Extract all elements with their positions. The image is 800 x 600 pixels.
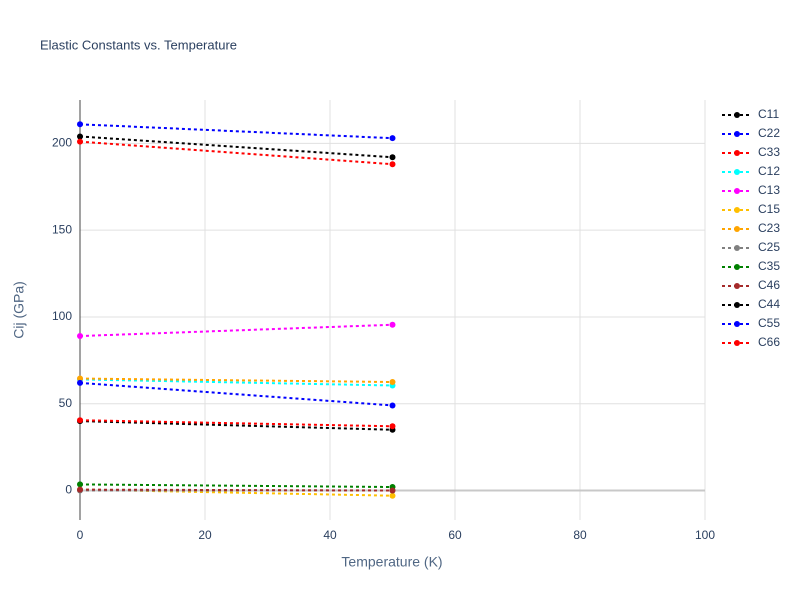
legend-marker xyxy=(734,150,740,156)
y-tick-label: 0 xyxy=(65,483,72,497)
x-tick-label: 100 xyxy=(695,528,715,542)
legend-marker xyxy=(734,169,740,175)
legend-label: C23 xyxy=(758,221,780,235)
legend-marker xyxy=(734,188,740,194)
series-line xyxy=(79,381,393,407)
data-point xyxy=(77,379,83,386)
data-point xyxy=(389,487,396,494)
legend-label: C12 xyxy=(758,164,780,178)
legend-label: C44 xyxy=(758,297,780,311)
series-line xyxy=(79,135,393,159)
legend-label: C13 xyxy=(758,183,780,197)
data-point xyxy=(389,135,396,142)
chart-title: Elastic Constants vs. Temperature xyxy=(40,37,237,52)
legend-marker xyxy=(734,264,740,270)
x-tick-label: 80 xyxy=(573,528,587,542)
legend-label: C66 xyxy=(758,335,780,349)
series-line xyxy=(79,378,393,387)
series-line xyxy=(79,483,393,489)
series-line xyxy=(79,377,393,384)
legend-marker xyxy=(734,226,740,232)
y-tick-label: 100 xyxy=(52,309,72,323)
legend-marker xyxy=(734,131,740,137)
data-point xyxy=(389,321,396,328)
x-tick-label: 0 xyxy=(77,528,84,542)
legend-marker xyxy=(734,245,740,251)
series-line xyxy=(79,140,393,166)
legend-marker xyxy=(734,321,740,327)
data-point xyxy=(389,402,396,409)
legend-marker xyxy=(734,207,740,213)
x-tick-label: 60 xyxy=(448,528,462,542)
data-point xyxy=(77,121,83,128)
series-line xyxy=(79,420,393,431)
legend-label: C15 xyxy=(758,202,780,216)
legend-label: C35 xyxy=(758,259,780,273)
legend-label: C25 xyxy=(758,240,780,254)
x-axis-title: Temperature (K) xyxy=(341,554,442,570)
y-tick-label: 200 xyxy=(52,136,72,150)
data-point xyxy=(389,423,396,430)
legend-label: C33 xyxy=(758,145,780,159)
data-point xyxy=(77,133,83,140)
data-point xyxy=(389,154,396,161)
series-line xyxy=(79,488,393,492)
series-line xyxy=(79,323,393,338)
series-line xyxy=(79,419,393,428)
data-point xyxy=(389,492,396,499)
data-point xyxy=(77,375,83,382)
legend-label: C55 xyxy=(758,316,780,330)
legend-marker xyxy=(734,340,740,346)
series-line xyxy=(79,488,393,497)
data-point xyxy=(77,333,83,340)
x-tick-label: 20 xyxy=(198,528,212,542)
legend-marker xyxy=(734,283,740,289)
legend-label: C11 xyxy=(758,107,779,121)
legend-marker xyxy=(734,112,740,118)
legend-label: C22 xyxy=(758,126,780,140)
data-point xyxy=(77,417,83,424)
data-point xyxy=(77,481,83,488)
legend-label: C46 xyxy=(758,278,780,292)
legend-marker xyxy=(734,302,740,308)
series-line xyxy=(79,123,393,140)
data-point xyxy=(77,138,83,145)
data-point xyxy=(389,161,396,168)
y-tick-label: 50 xyxy=(59,396,73,410)
data-point xyxy=(389,379,396,386)
data-point xyxy=(77,486,83,493)
x-tick-label: 40 xyxy=(323,528,337,542)
y-tick-label: 150 xyxy=(52,222,72,236)
y-axis-title: Cij (GPa) xyxy=(11,281,27,339)
